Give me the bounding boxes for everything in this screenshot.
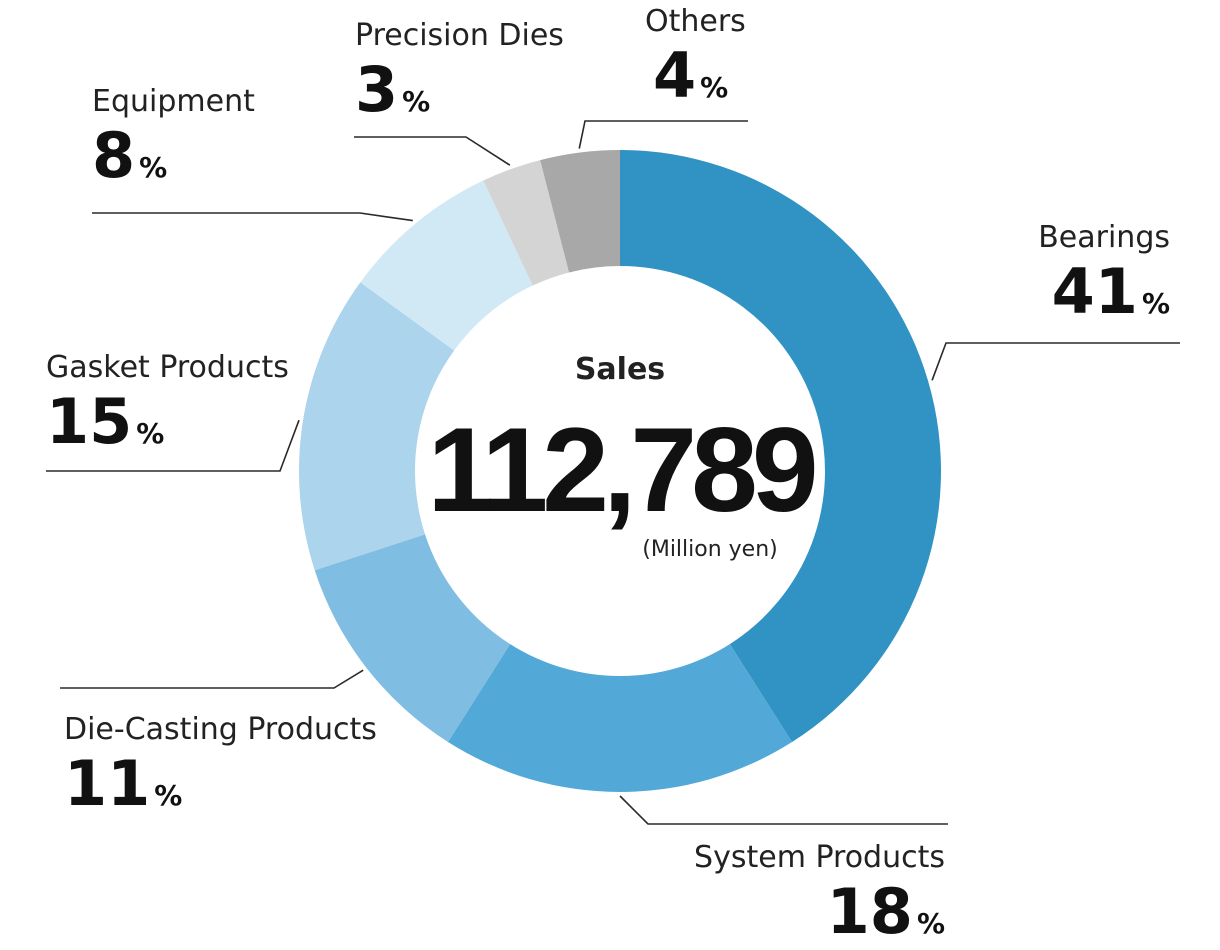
donut-slice-others	[540, 150, 620, 273]
label-others: Others 4%	[645, 4, 746, 111]
label-precision-dies: Precision Dies 3%	[355, 18, 564, 125]
slice-value: 3	[355, 53, 399, 126]
percent-sign: %	[136, 417, 165, 450]
slice-label: Die-Casting Products	[64, 712, 377, 747]
percent-sign: %	[916, 907, 945, 940]
donut-slice-bearings	[620, 150, 941, 743]
center-title: Sales	[574, 352, 666, 387]
slice-label: System Products	[694, 840, 945, 875]
percent-sign: %	[139, 151, 168, 184]
slice-label: Bearings	[1038, 220, 1170, 255]
percent-sign: %	[1141, 287, 1170, 320]
leader-line-equipment	[92, 212, 413, 222]
label-gasket-products: Gasket Products 15%	[46, 350, 289, 457]
label-equipment: Equipment 8%	[92, 84, 255, 191]
center-value: 112,789	[427, 403, 818, 537]
label-system-products: System Products 18%	[694, 840, 945, 947]
slice-label: Gasket Products	[46, 350, 289, 385]
percent-sign: %	[154, 779, 183, 812]
slice-label: Equipment	[92, 84, 255, 119]
label-bearings: Bearings 41%	[1038, 220, 1170, 327]
leader-line-gasket-products	[46, 419, 300, 472]
leader-line-system-products	[619, 795, 948, 825]
slice-label: Precision Dies	[355, 18, 564, 53]
donut-slice-die-casting-products	[314, 534, 511, 743]
slice-value: 4	[653, 39, 697, 112]
donut-slice-system-products	[447, 644, 793, 792]
slice-label: Others	[645, 4, 746, 39]
slice-value: 8	[92, 119, 136, 192]
slice-value: 15	[46, 385, 133, 458]
leader-line-bearings	[931, 342, 1180, 381]
percent-sign: %	[700, 71, 729, 104]
donut-slice-precision-dies	[483, 160, 570, 286]
leader-line-die-casting-products	[60, 669, 364, 689]
label-die-casting: Die-Casting Products 11%	[64, 712, 377, 819]
slice-value: 41	[1051, 255, 1138, 328]
leader-line-others	[578, 120, 748, 149]
slice-value: 11	[64, 747, 151, 820]
donut-slice-gasket-products	[299, 282, 455, 571]
donut-slice-equipment	[360, 180, 533, 351]
leader-line-precision-dies	[354, 136, 511, 166]
slice-value: 18	[826, 875, 913, 948]
percent-sign: %	[402, 85, 431, 118]
center-unit: (Million yen)	[642, 537, 778, 562]
